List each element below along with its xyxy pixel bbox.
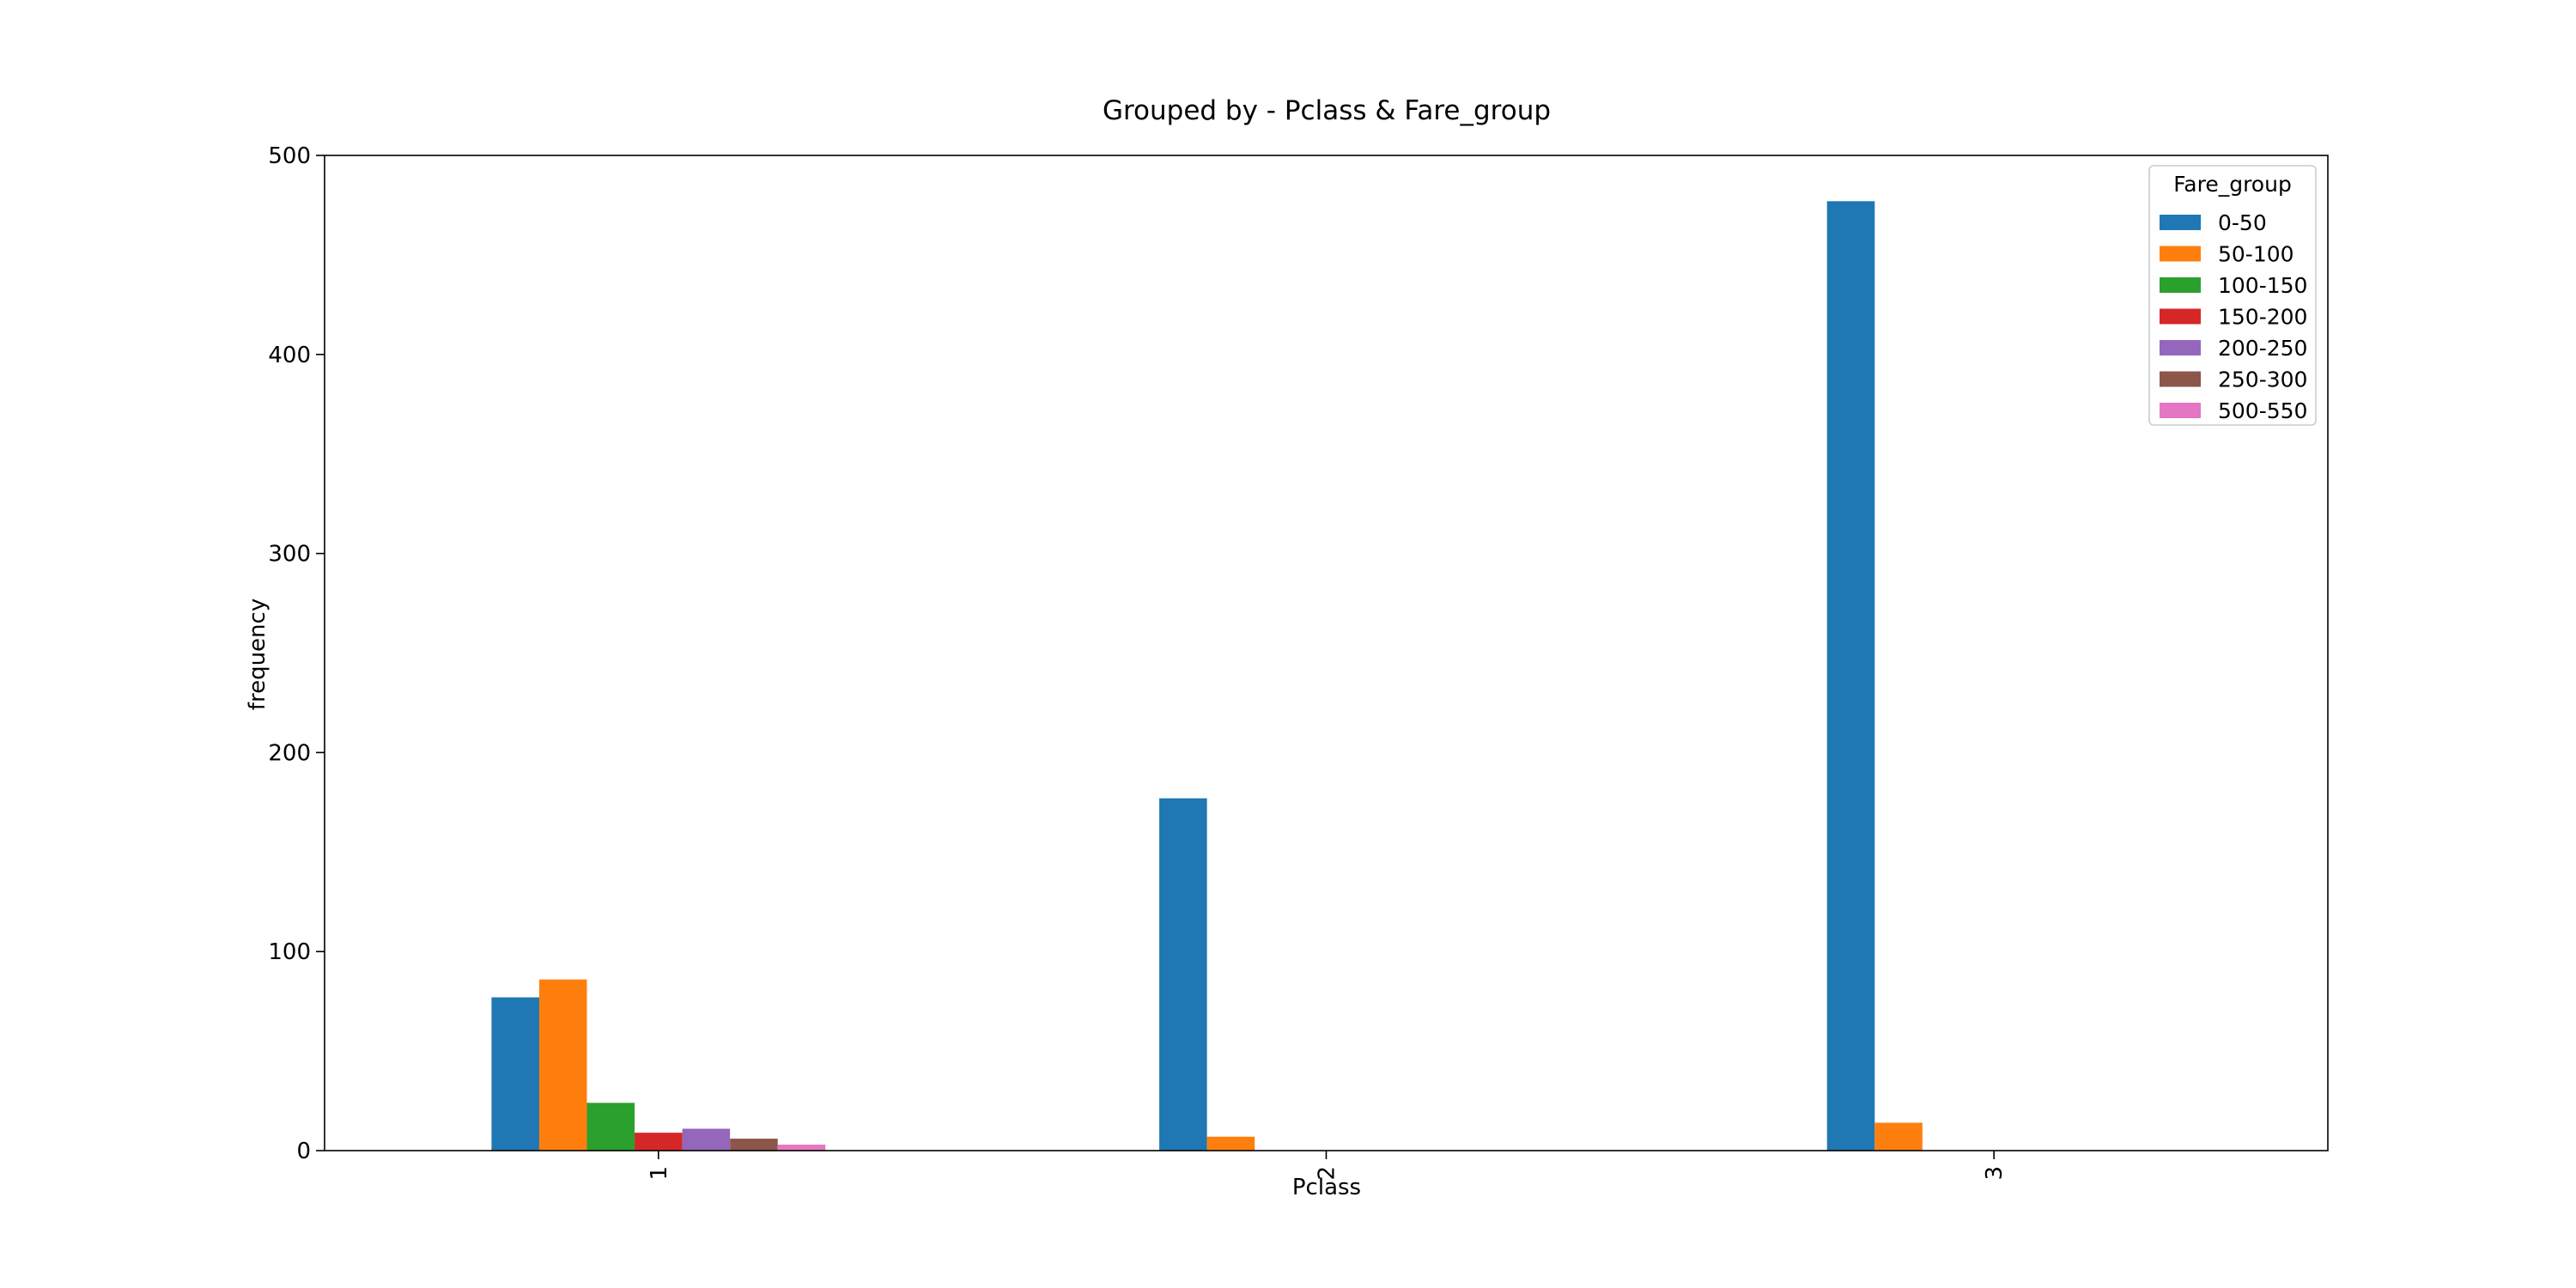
chart-title: Grouped by - Pclass & Fare_group [1103, 95, 1551, 126]
y-tick-label: 200 [268, 740, 311, 766]
x-tick-label: 3 [1982, 1166, 2008, 1181]
bar [491, 997, 539, 1151]
legend-swatch [2160, 215, 2201, 230]
x-axis-ticks: 1 2 3 [647, 1151, 2008, 1181]
legend-swatch [2160, 403, 2201, 418]
bar [1874, 1122, 1923, 1151]
bar [1826, 201, 1875, 1151]
y-tick-label: 300 [268, 542, 311, 568]
legend-entry-label: 50-100 [2218, 242, 2294, 267]
legend-entry-label: 150-200 [2218, 305, 2307, 330]
y-tick-label: 100 [268, 939, 311, 965]
legend-entry-label: 250-300 [2218, 368, 2307, 392]
bar [730, 1139, 778, 1151]
bar [586, 1103, 635, 1151]
y-axis-ticks: 0 100 200 300 400 500 [268, 143, 325, 1164]
x-tick-label: 2 [1315, 1166, 1340, 1181]
bar [1159, 798, 1207, 1151]
legend-swatch [2160, 371, 2201, 387]
legend: Fare_group 0-50 50-100 100-150 150-200 200-25… [2148, 165, 2317, 426]
legend-swatch [2160, 308, 2201, 325]
x-axis-label: Pclass [1292, 1175, 1361, 1200]
y-axis-label: frequency [245, 598, 270, 710]
legend-entry-label: 500-550 [2218, 398, 2307, 423]
legend-swatch [2160, 340, 2201, 355]
bar [682, 1128, 731, 1151]
x-tick-label: 1 [647, 1166, 672, 1181]
bars-group [491, 201, 1923, 1151]
legend-swatch [2160, 246, 2201, 262]
legend-swatch [2160, 277, 2201, 293]
legend-box [2148, 165, 2317, 426]
y-tick-label: 500 [268, 143, 311, 169]
bar [635, 1133, 683, 1151]
bar [538, 979, 587, 1151]
y-tick-label: 0 [296, 1139, 311, 1164]
legend-entry-label: 0-50 [2218, 210, 2267, 235]
bar [777, 1145, 826, 1151]
y-tick-label: 400 [268, 343, 311, 368]
legend-entry-label: 200-250 [2218, 336, 2307, 361]
legend-entry-label: 100-150 [2218, 273, 2307, 298]
legend-title: Fare_group [2173, 172, 2292, 197]
bar [1206, 1136, 1255, 1151]
